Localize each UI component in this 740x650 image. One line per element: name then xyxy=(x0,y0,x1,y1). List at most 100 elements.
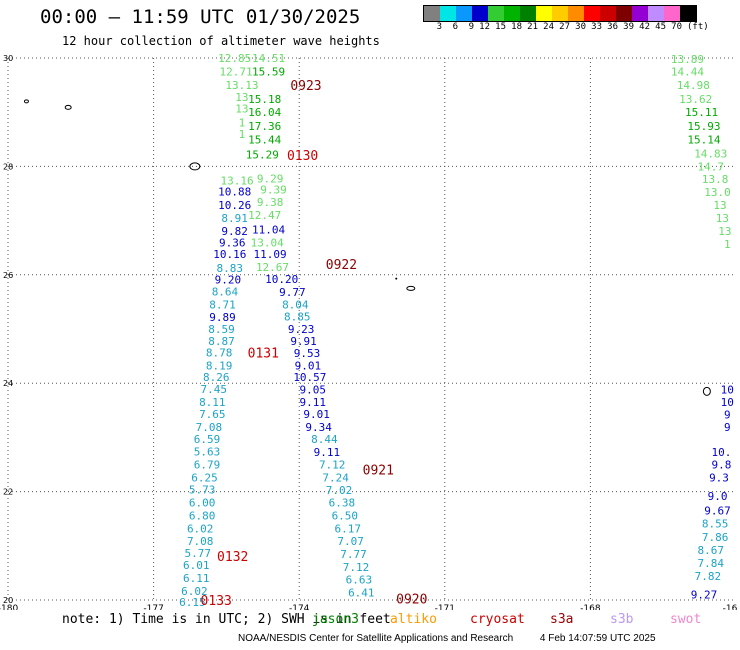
wave-height-value: 7.12 xyxy=(319,459,346,472)
wave-height-value: 8.26 xyxy=(203,371,230,384)
island-outline xyxy=(406,285,416,291)
wave-height-value: 15.59 xyxy=(252,66,285,79)
wave-height-value: 1 xyxy=(239,128,246,141)
scale-swatch xyxy=(536,6,552,21)
wave-height-value: 9.53 xyxy=(294,347,321,360)
wave-height-value: 6.17 xyxy=(334,522,361,535)
island-dot xyxy=(395,277,398,280)
scale-label: 6 xyxy=(452,22,458,32)
scale-swatch xyxy=(472,6,488,21)
wave-height-value: 11.09 xyxy=(254,248,287,261)
wave-height-value: 8.67 xyxy=(698,544,725,557)
scale-label: 3 xyxy=(436,22,442,32)
generated-date: 4 Feb 14:07:59 UTC 2025 xyxy=(539,633,656,644)
scale-swatch xyxy=(424,6,440,21)
wave-height-value: 12.71 xyxy=(220,66,253,79)
island-outlines xyxy=(23,99,711,396)
footer-note: note: 1) Time is in UTC; 2) SWH is in fe… xyxy=(62,612,391,627)
wave-height-value: 13 xyxy=(716,212,729,225)
scale-swatch xyxy=(552,6,568,21)
wave-height-value: 10 xyxy=(721,396,734,409)
lon-tick-label: -168 xyxy=(580,604,601,610)
wave-height-value: 12.67 xyxy=(256,261,289,274)
scale-label: 39 xyxy=(623,22,634,32)
wave-height-value: 9.3 xyxy=(709,472,729,485)
scale-swatch xyxy=(488,6,504,21)
wave-height-value: 9.01 xyxy=(303,408,330,421)
pass-time-label: 0922 xyxy=(326,258,357,273)
scale-swatch xyxy=(568,6,584,21)
wave-height-value: 11.04 xyxy=(252,223,285,236)
wave-height-value: 13 xyxy=(235,102,248,115)
wave-height-value: 10.16 xyxy=(213,248,246,261)
wave-height-value: 7.65 xyxy=(199,408,226,421)
wave-height-value: 8.19 xyxy=(206,359,233,372)
wave-height-value: 9.8 xyxy=(712,459,732,472)
wave-height-value: 6.01 xyxy=(183,559,210,572)
wave-height-value: 8.55 xyxy=(702,518,729,531)
note-text: note: 1) Time is in UTC; 2) SWH is in fe… xyxy=(62,612,391,627)
wave-height-value: 15.14 xyxy=(687,133,720,146)
wave-height-value: 13.16 xyxy=(221,174,254,187)
island-outline xyxy=(189,162,201,171)
wave-height-value: 10. xyxy=(712,446,732,459)
wave-height-value: 6.50 xyxy=(332,509,359,522)
wave-height-value: 6.02 xyxy=(187,522,214,535)
wave-height-value: 13.89 xyxy=(671,53,704,66)
scale-label: 42 xyxy=(639,22,650,32)
scale-label: 30 xyxy=(575,22,586,32)
lat-tick-label: 30 xyxy=(3,54,13,63)
wave-height-value: 6.00 xyxy=(189,496,216,509)
island-outline xyxy=(23,99,29,104)
wave-height-value: 6.11 xyxy=(183,572,210,585)
wave-height-value: 8.87 xyxy=(208,335,235,348)
island-outline xyxy=(64,104,72,110)
satellite-s3a: s3a xyxy=(550,612,574,627)
map-subtitle: 12 hour collection of altimeter wave hei… xyxy=(62,34,380,48)
wave-height-value: 9.91 xyxy=(290,335,317,348)
scale-swatch xyxy=(584,6,600,21)
wave-height-value: 9 xyxy=(724,409,731,422)
lon-tick-label: -177 xyxy=(143,604,163,610)
wave-height-value: 7.82 xyxy=(695,570,722,583)
wave-height-value: 5.63 xyxy=(194,445,221,458)
satellite-altiko: altiko xyxy=(390,612,437,627)
pass-time-label: 0921 xyxy=(363,463,394,478)
wave-height-value: 9.29 xyxy=(257,172,284,185)
wave-height-value: 1 xyxy=(724,238,731,251)
island-outline xyxy=(702,386,711,396)
wave-height-value: 6.38 xyxy=(329,496,356,509)
wave-height-value: 8.71 xyxy=(209,299,236,312)
lon-tick-label: -180 xyxy=(0,604,18,610)
wave-height-value: 7.77 xyxy=(340,548,367,561)
wave-height-value: 7.24 xyxy=(322,472,349,485)
wave-height-value: 9.39 xyxy=(260,184,287,197)
wave-height-value: 9.05 xyxy=(300,384,327,397)
wave-height-value: 15.29 xyxy=(246,148,279,161)
wave-height-value: 6.80 xyxy=(189,509,216,522)
satellite-cryosat: cryosat xyxy=(470,612,525,627)
footer-credit: NOAA/NESDIS Center for Satellite Applica… xyxy=(238,633,656,644)
scale-label: 18 xyxy=(511,22,522,32)
wave-height-value: 8.59 xyxy=(208,323,235,336)
wave-height-value: 1 xyxy=(239,116,246,129)
pass-time-label: 0130 xyxy=(287,149,318,164)
wave-height-value: 6.25 xyxy=(191,472,218,485)
wave-height-value: 7.84 xyxy=(698,557,725,570)
scale-swatch xyxy=(600,6,616,21)
wave-height-value: 13.8 xyxy=(702,173,729,186)
wave-height-value: 6.59 xyxy=(194,433,221,446)
wave-height-value: 6.79 xyxy=(194,459,221,472)
lat-tick-label: 26 xyxy=(3,271,13,280)
wave-height-value: 7.45 xyxy=(201,383,228,396)
lon-tick-label: -174 xyxy=(289,604,310,610)
wave-height-value: 14.7 xyxy=(698,160,725,173)
wave-height-value: 9.36 xyxy=(219,236,246,249)
wave-height-value: 15.18 xyxy=(248,93,281,106)
satellite-legend: jason3 altiko cryosat s3a s3b swot xyxy=(0,612,740,630)
wave-height-value: 8.11 xyxy=(199,396,226,409)
wave-height-value: 7.08 xyxy=(187,535,214,548)
wave-height-tracks: 12.8512.7113.1313131113.1610.8810.268.91… xyxy=(179,52,734,609)
wave-height-value: 6.41 xyxy=(348,586,375,599)
pass-time-label: 0131 xyxy=(248,346,279,361)
